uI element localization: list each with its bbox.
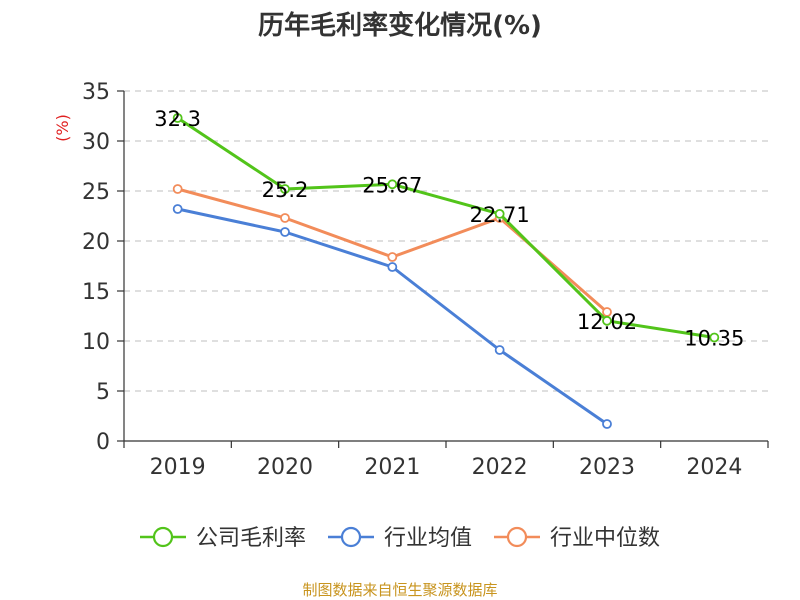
- data-label: 32.3: [154, 107, 201, 131]
- legend-circle-icon: [152, 526, 174, 548]
- y-tick-label: 35: [82, 80, 110, 105]
- data-point[interactable]: [602, 419, 612, 429]
- x-tick-label: 2022: [472, 455, 528, 480]
- data-point[interactable]: [494, 208, 505, 219]
- legend-label: 行业中位数: [550, 526, 660, 551]
- data-point[interactable]: [280, 227, 290, 237]
- grid-lines: [124, 90, 768, 392]
- series-line: [176, 116, 715, 339]
- series-1: [172, 204, 612, 429]
- y-tick-label: 20: [82, 230, 110, 255]
- data-point[interactable]: [387, 179, 398, 190]
- chart-title: 历年毛利率变化情况(%): [258, 10, 542, 41]
- data-point[interactable]: [172, 204, 183, 214]
- data-point[interactable]: [602, 315, 612, 326]
- y-tick-label: 5: [96, 380, 110, 405]
- y-axis-ticks: 0 5 10 15 20 25 30 35: [82, 80, 124, 455]
- data-label: 25.67: [362, 173, 422, 197]
- data-label: 12.02: [577, 310, 637, 334]
- legend-item-1[interactable]: 行业均值: [328, 526, 472, 551]
- y-tick-label: 0: [96, 430, 110, 455]
- legend-item-0[interactable]: 公司毛利率: [140, 526, 306, 551]
- y-tick-label: 30: [82, 130, 110, 155]
- x-tick-label: 2023: [579, 455, 635, 480]
- data-point[interactable]: [494, 345, 505, 355]
- data-point[interactable]: [280, 213, 290, 223]
- legend-label: 行业均值: [384, 526, 472, 551]
- source-note: 制图数据来自恒生聚源数据库: [302, 581, 497, 599]
- y-tick-label: 15: [82, 280, 110, 305]
- data-labels: 32.3 25.2 25.67 22.71 12.02 10.35: [154, 107, 744, 351]
- x-axis-ticks: 2019 2020 2021 2022 2023 2024: [123, 441, 769, 480]
- data-point[interactable]: [387, 252, 398, 262]
- series-0: [172, 113, 720, 343]
- data-label: 10.35: [684, 327, 744, 351]
- y-tick-label: 10: [82, 330, 110, 355]
- x-tick-label: 2024: [686, 455, 742, 480]
- legend[interactable]: 公司毛利率 行业均值 行业中位数: [140, 526, 660, 551]
- series-lines: [172, 113, 720, 429]
- x-tick-label: 2019: [150, 455, 206, 480]
- data-point[interactable]: [280, 184, 290, 194]
- data-point[interactable]: [709, 332, 720, 343]
- y-tick-label: 25: [82, 180, 110, 205]
- legend-label: 公司毛利率: [196, 526, 306, 551]
- data-label: 22.71: [470, 203, 530, 227]
- x-tick-label: 2020: [257, 455, 313, 480]
- series-2: [172, 184, 612, 317]
- y-axis-unit-label: (%): [53, 114, 72, 142]
- series-line: [177, 187, 608, 314]
- data-point[interactable]: [172, 113, 183, 123]
- data-point[interactable]: [172, 184, 183, 194]
- axes: [123, 91, 768, 442]
- legend-circle-icon: [506, 526, 528, 548]
- x-tick-label: 2021: [364, 455, 420, 480]
- legend-circle-icon: [340, 526, 362, 548]
- legend-item-2[interactable]: 行业中位数: [494, 526, 660, 551]
- data-point[interactable]: [387, 262, 398, 272]
- data-label: 25.2: [262, 178, 309, 202]
